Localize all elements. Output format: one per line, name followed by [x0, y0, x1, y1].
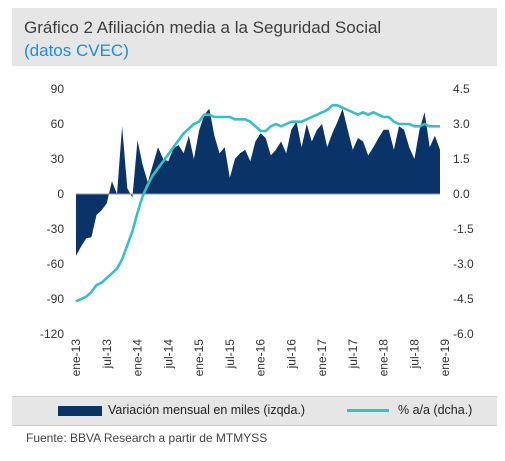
x-tick-label: jul-17 — [346, 339, 360, 370]
y-right-tick-label: -1.5 — [453, 222, 474, 236]
x-tick-label: jul-15 — [223, 339, 237, 370]
y-left-tick-label: -60 — [47, 257, 65, 271]
legend-area-label: Variación mensual en miles (izqda.) — [108, 403, 306, 417]
area-series-monthly-change — [76, 108, 440, 256]
x-tick-label: jul-18 — [407, 339, 421, 370]
x-tick-label: ene-13 — [69, 339, 83, 377]
x-tick-label: ene-14 — [131, 339, 145, 377]
y-left-tick-label: 0 — [57, 187, 64, 201]
legend-line-label: % a/a (dcha.) — [398, 403, 473, 417]
y-left-tick-label: 30 — [51, 152, 65, 166]
y-left-tick-label: 90 — [51, 82, 65, 96]
x-tick-label: jul-16 — [284, 339, 298, 370]
y-right-tick-label: 1.5 — [453, 152, 470, 166]
chart-plot: 90 60 30 0 -30 -60 -90 -120 4.5 3.0 1.5 0.0 -1.5 -3.0… — [40, 82, 474, 377]
y-right-tick-label: -4.5 — [453, 292, 474, 306]
x-tick-label: ene-15 — [192, 339, 206, 377]
chart-subtitle: (datos CVEC) — [24, 41, 129, 60]
y-right-tick-label: 0.0 — [453, 187, 470, 201]
x-tick-label: ene-19 — [438, 339, 452, 377]
y-left-tick-label: -30 — [47, 222, 65, 236]
x-tick-label: jul-13 — [100, 339, 114, 370]
x-tick-label: ene-18 — [377, 339, 391, 377]
y-right-tick-label: -6.0 — [453, 327, 474, 341]
legend-area-swatch — [58, 406, 102, 416]
legend-line-swatch — [347, 409, 389, 412]
x-tick-label: ene-17 — [315, 339, 329, 377]
x-tick-label: jul-14 — [161, 339, 175, 370]
y-right-tick-label: -3.0 — [453, 257, 474, 271]
y-right-tick-label: 4.5 — [453, 82, 470, 96]
line-series-yoy — [75, 104, 440, 303]
chart-title: Gráfico 2 Afiliación media a la Segurida… — [24, 18, 382, 37]
chart-legend: Variación mensual en miles (izqda.) % a/… — [12, 396, 497, 426]
chart-header: Gráfico 2 Afiliación media a la Segurida… — [12, 8, 497, 66]
y-left-tick-label: -120 — [40, 327, 64, 341]
x-tick-label: ene-16 — [254, 339, 268, 377]
source-note: Fuente: BBVA Research a partir de MTMYSS — [26, 431, 268, 445]
y-left-tick-label: 60 — [51, 117, 65, 131]
y-left-tick-label: -90 — [47, 292, 65, 306]
y-right-tick-label: 3.0 — [453, 117, 470, 131]
